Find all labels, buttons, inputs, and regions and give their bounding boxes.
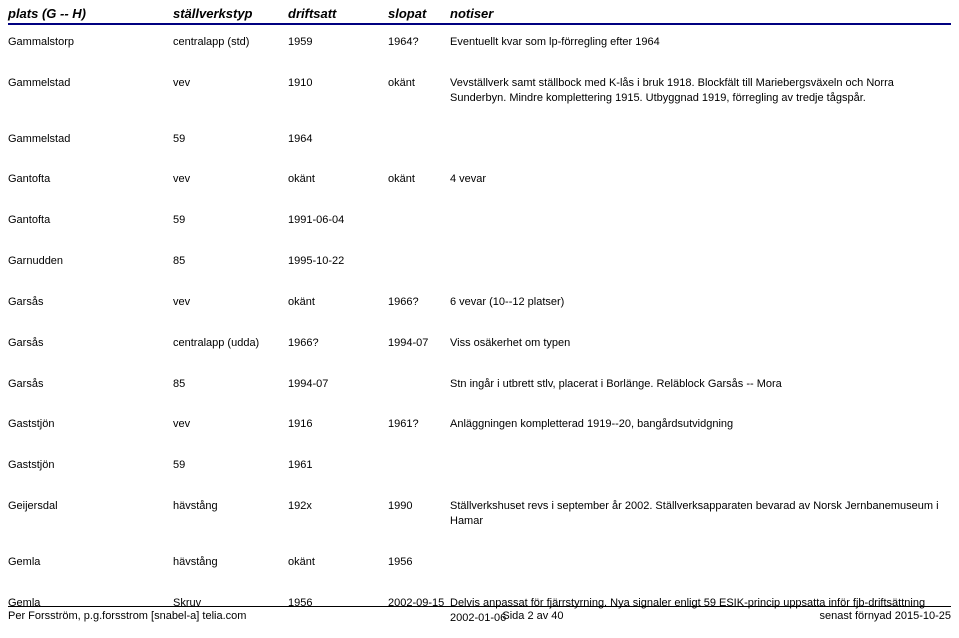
cell-drift: 1994-07: [288, 377, 388, 392]
cell-not: Ställverkshuset revs i september år 2002…: [450, 499, 951, 529]
table-header: plats (G -- H) ställverkstyp driftsatt s…: [8, 6, 951, 25]
cell-plats: Gammalstorp: [8, 35, 173, 50]
cell-plats: Gammelstad: [8, 132, 173, 147]
cell-slop: okänt: [388, 172, 450, 187]
cell-typ: vev: [173, 417, 288, 432]
cell-plats: Gantofta: [8, 172, 173, 187]
cell-drift: 1959: [288, 35, 388, 50]
footer: Per Forsström, p.g.forsstrom [snabel-a] …: [8, 606, 951, 622]
footer-center: Sida 2 av 40: [502, 610, 563, 622]
table-row: Garsåsvevokänt1966?6 vevar (10--12 plats…: [8, 282, 951, 323]
cell-slop: [388, 458, 450, 473]
table-row: Gammelstadvev1910okäntVevställverk samt …: [8, 63, 951, 119]
cell-not: Vevställverk samt ställbock med K-lås i …: [450, 76, 951, 106]
cell-drift: 1910: [288, 76, 388, 106]
table-row: Garsåscentralapp (udda)1966?1994-07Viss …: [8, 323, 951, 364]
cell-not: Anläggningen kompletterad 1919--20, bang…: [450, 417, 951, 432]
table-row: Gantofta591991-06-04: [8, 200, 951, 241]
cell-plats: Gaststjön: [8, 458, 173, 473]
table-row: Gemlahävstångokänt1956: [8, 542, 951, 583]
cell-slop: [388, 377, 450, 392]
cell-not: [450, 555, 951, 570]
cell-typ: 59: [173, 458, 288, 473]
cell-not: 4 vevar: [450, 172, 951, 187]
cell-slop: okänt: [388, 76, 450, 106]
header-plats: plats (G -- H): [8, 6, 173, 21]
cell-not: 6 vevar (10--12 platser): [450, 295, 951, 310]
table-row: Gammelstad591964: [8, 119, 951, 160]
cell-drift: 1995-10-22: [288, 254, 388, 269]
cell-typ: 59: [173, 213, 288, 228]
cell-drift: 1961: [288, 458, 388, 473]
footer-left: Per Forsström, p.g.forsstrom [snabel-a] …: [8, 610, 246, 622]
cell-drift: 1916: [288, 417, 388, 432]
cell-not: Viss osäkerhet om typen: [450, 336, 951, 351]
cell-plats: Gantofta: [8, 213, 173, 228]
table-row: Gantoftavevokäntokänt4 vevar: [8, 159, 951, 200]
header-typ: ställverkstyp: [173, 6, 288, 21]
cell-typ: hävstång: [173, 555, 288, 570]
cell-plats: Gaststjön: [8, 417, 173, 432]
table-row: Gaststjön591961: [8, 445, 951, 486]
cell-slop: 1966?: [388, 295, 450, 310]
cell-slop: 1964?: [388, 35, 450, 50]
cell-plats: Gammelstad: [8, 76, 173, 106]
cell-plats: Geijersdal: [8, 499, 173, 529]
cell-typ: vev: [173, 295, 288, 310]
cell-drift: 1991-06-04: [288, 213, 388, 228]
table-row: Garsås851994-07 Stn ingår i utbrett stlv,…: [8, 364, 951, 405]
footer-right: senast förnyad 2015-10-25: [820, 610, 951, 622]
cell-typ: hävstång: [173, 499, 288, 529]
cell-slop: 1990: [388, 499, 450, 529]
cell-drift: okänt: [288, 295, 388, 310]
table-row: Garnudden851995-10-22: [8, 241, 951, 282]
cell-drift: okänt: [288, 172, 388, 187]
cell-plats: Garnudden: [8, 254, 173, 269]
cell-not: [450, 458, 951, 473]
cell-not: Stn ingår i utbrett stlv, placerat i Bor…: [450, 377, 951, 392]
cell-drift: 1964: [288, 132, 388, 147]
table-body: Gammalstorpcentralapp (std)19591964?Even…: [8, 31, 951, 638]
cell-slop: 1994-07: [388, 336, 450, 351]
header-not: notiser: [450, 6, 951, 21]
cell-drift: 192x: [288, 499, 388, 529]
cell-plats: Gemla: [8, 555, 173, 570]
table-row: Geijersdalhävstång192x1990Ställverkshuse…: [8, 486, 951, 542]
cell-plats: Garsås: [8, 377, 173, 392]
cell-slop: [388, 132, 450, 147]
cell-typ: 85: [173, 377, 288, 392]
header-slop: slopat: [388, 6, 450, 21]
cell-not: [450, 254, 951, 269]
table-row: Gaststjönvev19161961?Anläggningen komple…: [8, 404, 951, 445]
cell-slop: 1956: [388, 555, 450, 570]
cell-drift: okänt: [288, 555, 388, 570]
cell-slop: [388, 213, 450, 228]
cell-not: [450, 132, 951, 147]
cell-typ: 59: [173, 132, 288, 147]
cell-typ: centralapp (udda): [173, 336, 288, 351]
cell-slop: [388, 254, 450, 269]
cell-not: [450, 213, 951, 228]
cell-typ: centralapp (std): [173, 35, 288, 50]
cell-not: Eventuellt kvar som lp-förregling efter …: [450, 35, 951, 50]
cell-slop: 1961?: [388, 417, 450, 432]
table-row: Gammalstorpcentralapp (std)19591964?Even…: [8, 31, 951, 63]
cell-typ: 85: [173, 254, 288, 269]
cell-drift: 1966?: [288, 336, 388, 351]
cell-plats: Garsås: [8, 336, 173, 351]
header-drift: driftsatt: [288, 6, 388, 21]
cell-typ: vev: [173, 172, 288, 187]
cell-typ: vev: [173, 76, 288, 106]
cell-plats: Garsås: [8, 295, 173, 310]
